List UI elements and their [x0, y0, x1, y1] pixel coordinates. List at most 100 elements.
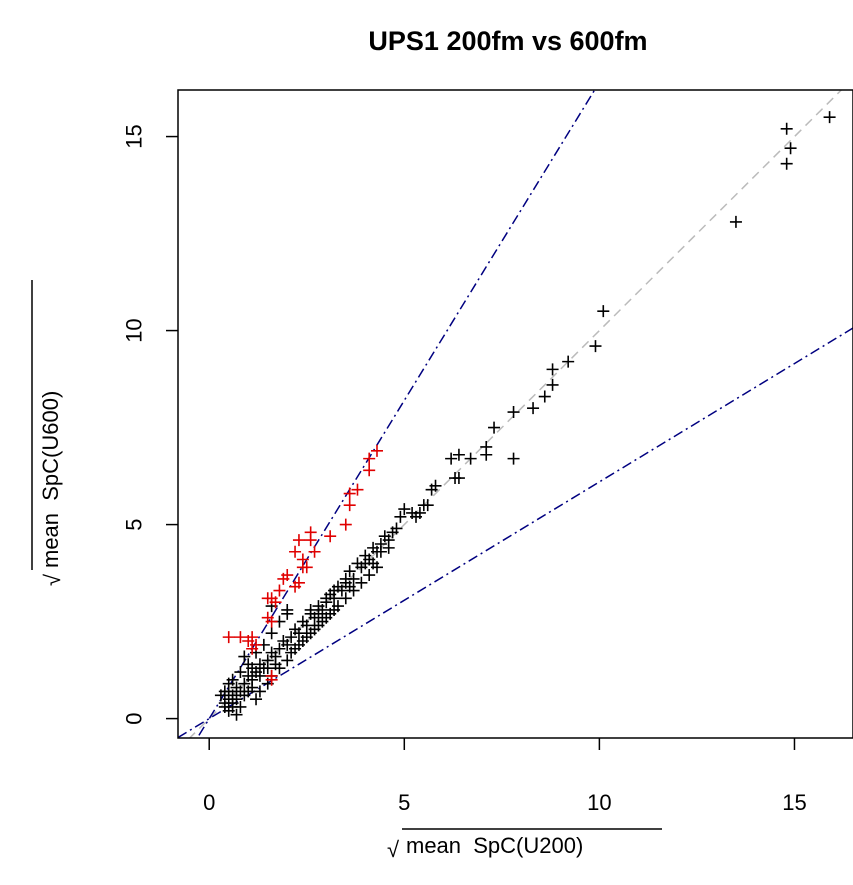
x-tick-label: 10	[587, 790, 611, 815]
data-point	[729, 215, 742, 228]
data-point	[242, 669, 255, 682]
data-point	[292, 638, 305, 651]
data-point	[488, 421, 501, 434]
data-point	[316, 615, 329, 628]
data-point	[382, 541, 395, 554]
data-point	[597, 305, 610, 318]
x-axis-label-radical: √	[387, 837, 400, 862]
data-point	[328, 584, 341, 597]
y-tick-label: 15	[122, 124, 147, 148]
data-point	[296, 615, 309, 628]
outlier-point	[304, 534, 317, 547]
data-point	[343, 565, 356, 578]
data-point	[273, 642, 286, 655]
x-axis-label-text: mean SpC(U200)	[406, 833, 583, 858]
plot-area	[178, 90, 853, 738]
y-axis: 0 5 10 15	[122, 124, 178, 725]
data-point	[374, 545, 387, 558]
outlier-point	[351, 483, 364, 496]
data-point	[312, 607, 325, 620]
data-point	[222, 685, 235, 698]
x-axis: 0 5 10 15	[203, 737, 807, 815]
data-point	[300, 631, 313, 644]
data-point	[238, 650, 251, 663]
y-tick-label: 10	[122, 318, 147, 342]
data-point	[367, 557, 380, 570]
data-point	[265, 627, 278, 640]
data-point	[339, 572, 352, 585]
data-point	[780, 122, 793, 135]
outlier-point	[289, 545, 302, 558]
data-point	[546, 378, 559, 391]
outlier-point	[265, 592, 278, 605]
data-point	[589, 340, 602, 353]
data-point	[253, 669, 266, 682]
outlier-point	[300, 561, 313, 574]
y-axis-label-radical: √	[40, 573, 65, 586]
data-point	[355, 576, 368, 589]
outlier-point	[265, 615, 278, 628]
outlier-point	[370, 444, 383, 457]
data-point	[234, 700, 247, 713]
data-point	[823, 111, 836, 124]
data-point	[780, 157, 793, 170]
data-point	[445, 452, 458, 465]
data-point	[261, 662, 274, 675]
data-point	[238, 677, 251, 690]
data-point	[331, 600, 344, 613]
data-point	[246, 662, 259, 675]
data-point	[285, 631, 298, 644]
data-point	[527, 402, 540, 415]
y-axis-label-text: mean SpC(U600)	[38, 391, 63, 568]
data-point	[308, 623, 321, 636]
outlier-point	[363, 452, 376, 465]
y-tick-label: 0	[122, 712, 147, 724]
y-tick-label: 5	[122, 518, 147, 530]
data-point	[253, 685, 266, 698]
outlier-point	[222, 631, 235, 644]
outlier-point	[339, 518, 352, 531]
x-axis-label: √ mean SpC(U200)	[387, 828, 662, 862]
data-point	[269, 658, 282, 671]
data-point	[281, 654, 294, 667]
chart-title: UPS1 200fm vs 600fm	[368, 26, 647, 56]
outlier-point	[292, 534, 305, 547]
outlier-point	[242, 634, 255, 647]
data-point	[320, 592, 333, 605]
data-point	[281, 603, 294, 616]
data-point	[250, 693, 263, 706]
data-point	[421, 499, 434, 512]
outlier-point	[363, 464, 376, 477]
data-point	[304, 603, 317, 616]
data-point	[538, 390, 551, 403]
outlier-point	[324, 530, 337, 543]
data-point	[464, 452, 477, 465]
data-point	[343, 580, 356, 593]
outlier-point	[308, 545, 321, 558]
data-point	[394, 510, 407, 523]
outlier-point	[265, 673, 278, 686]
data-point	[452, 472, 465, 485]
data-point	[507, 406, 520, 419]
outlier-point	[343, 499, 356, 512]
data-point	[339, 592, 352, 605]
data-point	[363, 569, 376, 582]
data-point	[367, 541, 380, 554]
data-point	[218, 700, 231, 713]
x-tick-label: 0	[203, 790, 215, 815]
data-point	[480, 448, 493, 461]
outlier-point	[289, 580, 302, 593]
data-point	[242, 685, 255, 698]
data-point	[452, 448, 465, 461]
data-point	[265, 646, 278, 659]
data-point	[546, 363, 559, 376]
data-point	[784, 142, 797, 155]
x-tick-label: 5	[398, 790, 410, 815]
data-point	[507, 452, 520, 465]
data-point	[285, 646, 298, 659]
outlier-point	[250, 638, 263, 651]
data-point	[234, 666, 247, 679]
outlier-point	[234, 631, 247, 644]
data-point	[324, 607, 337, 620]
